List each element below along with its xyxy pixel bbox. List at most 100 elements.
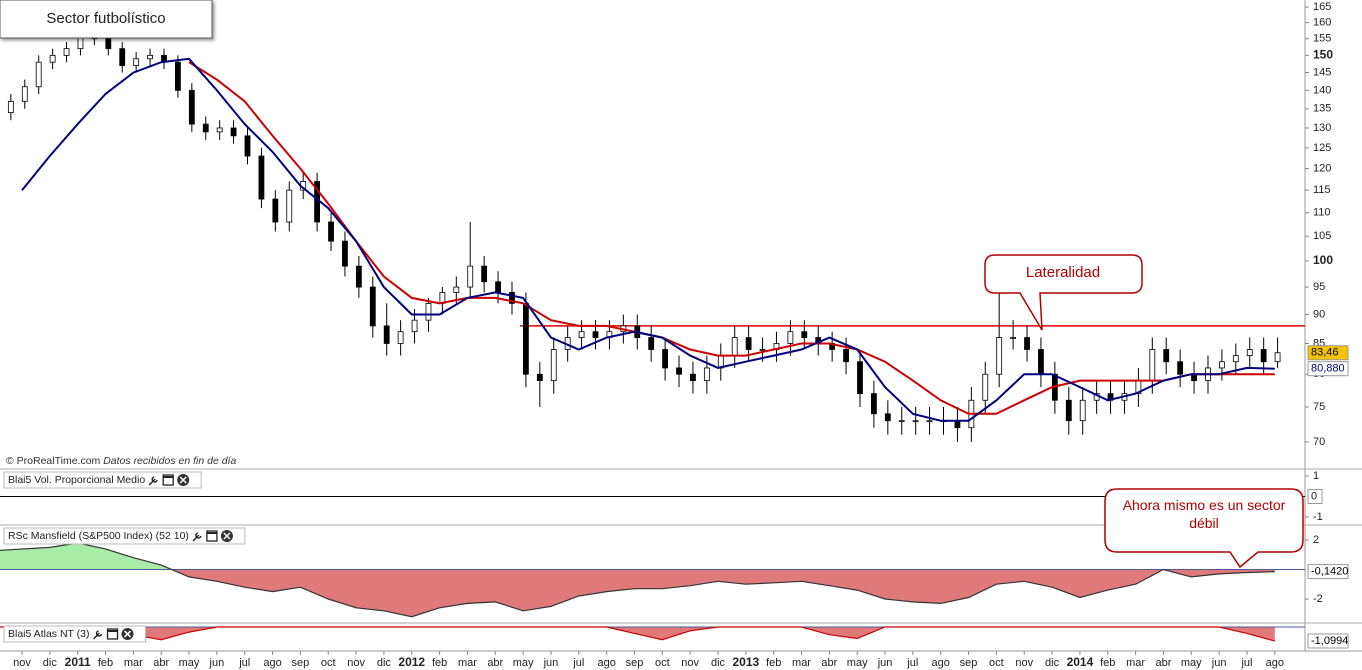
value-label-box: [1307, 361, 1349, 377]
candle-body: [912, 420, 919, 423]
candle-body: [467, 265, 474, 288]
candle-body: [105, 38, 112, 50]
x-tick-label: mar: [792, 657, 811, 669]
value-label: 83,46: [1307, 345, 1349, 361]
value-label-box: [1307, 345, 1349, 361]
value-label-text: -0,1420: [1311, 566, 1348, 578]
x-tick-label: dic: [1045, 657, 1060, 669]
y-tick-label: 95: [1313, 281, 1325, 293]
y-tick-label: 2: [1313, 534, 1319, 546]
candle-body: [411, 319, 418, 333]
x-tick-label: jul: [1240, 657, 1252, 669]
candle-body: [1024, 337, 1030, 350]
y-tick-label: 155: [1313, 33, 1331, 45]
y-tick-label: 90: [1313, 308, 1325, 320]
x-tick-label: 2013: [732, 655, 759, 669]
candle-body: [1010, 337, 1017, 339]
x-tick-label: feb: [1100, 657, 1115, 669]
callout-wrap: Ahora mismo es un sector débil: [1122, 497, 1286, 531]
x-tick-label: 2012: [398, 655, 425, 669]
y-tick-label: 70: [1313, 436, 1325, 448]
y-tick-label: 130: [1313, 122, 1331, 134]
candle-body: [21, 86, 28, 102]
x-tick-label: oct: [321, 657, 336, 669]
value-label-text: -1,0994: [1311, 635, 1348, 647]
candle-body: [926, 420, 933, 423]
y-tick-label: 100: [1313, 253, 1333, 267]
candle-body: [801, 331, 808, 338]
candle-body: [147, 54, 153, 60]
x-tick-label: jul: [572, 657, 584, 669]
candle-body: [495, 281, 501, 293]
icon-close-x: [179, 476, 187, 484]
x-tick-label: feb: [766, 657, 781, 669]
value-label-text: 0: [1311, 490, 1317, 502]
value-label-box: [1307, 564, 1349, 580]
candle-body: [1149, 349, 1156, 382]
x-tick-label: feb: [432, 657, 447, 669]
candle-body: [133, 58, 140, 67]
indicator-line: [0, 542, 1275, 618]
x-tick-label: jun: [543, 657, 559, 669]
candle-body: [690, 373, 696, 382]
candle-body: [759, 349, 766, 351]
x-tick-label: jun: [1211, 657, 1227, 669]
candle-body: [954, 420, 961, 429]
candle-body: [355, 265, 362, 288]
source-name: © ProRealTime.com: [6, 455, 101, 467]
y-tick-label: 1: [1313, 470, 1319, 482]
value-label-text: 83,46: [1311, 347, 1339, 359]
x-tick-label: may: [1181, 657, 1202, 669]
candle-body: [648, 337, 655, 350]
x-tick-label: ago: [263, 657, 281, 669]
candle-body: [258, 155, 265, 200]
candle-body: [843, 349, 849, 363]
candle-body: [592, 331, 599, 338]
y-tick-label: 120: [1313, 162, 1331, 174]
candle-body: [1038, 349, 1044, 375]
candle-body: [1065, 399, 1072, 422]
candle-body: [119, 48, 126, 67]
callout-text: Ahora mismo es un sector débil: [1122, 497, 1286, 531]
candle-body: [1163, 349, 1170, 363]
panel-title: Blai5 Atlas NT (3): [8, 628, 90, 640]
candle-body: [7, 100, 14, 113]
x-tick-label: jul: [906, 657, 918, 669]
area-negative: [172, 570, 1275, 617]
x-tick-label: sep: [960, 657, 978, 669]
panel-title: Blai5 Vol. Proporcional Medio: [8, 474, 145, 486]
y-tick-label: -2: [1313, 593, 1323, 605]
x-tick-label: nov: [1015, 657, 1033, 669]
value-label-box: [1307, 488, 1323, 504]
candle-body: [453, 286, 460, 293]
x-tick-label: 2014: [1067, 655, 1094, 669]
y-tick-label: 140: [1313, 84, 1331, 96]
y-tick-label: 125: [1313, 142, 1331, 154]
candle-body: [982, 373, 989, 401]
callout: [1104, 488, 1304, 569]
candle-body: [369, 286, 376, 327]
x-tick-label: abr: [1155, 657, 1171, 669]
value-label: 80,880: [1307, 361, 1349, 377]
y-tick-label: 150: [1313, 48, 1333, 62]
candle-body: [703, 367, 710, 382]
y-tick-label: 145: [1313, 66, 1331, 78]
candle-body: [1177, 361, 1184, 375]
candle-body: [745, 337, 752, 350]
x-tick-label: abr: [153, 657, 169, 669]
x-tick-label: ago: [597, 657, 615, 669]
candle-body: [731, 337, 738, 356]
x-tick-label: nov: [13, 657, 31, 669]
x-tick-label: may: [179, 657, 200, 669]
candle-body: [1219, 361, 1225, 369]
x-tick-label: nov: [681, 657, 699, 669]
x-tick-label: mar: [1126, 657, 1145, 669]
candle-body: [244, 135, 251, 157]
x-tick-label: jul: [238, 657, 250, 669]
value-label: 0: [1307, 488, 1323, 504]
candle-body: [202, 123, 209, 133]
x-tick-label: ago: [1266, 657, 1284, 669]
